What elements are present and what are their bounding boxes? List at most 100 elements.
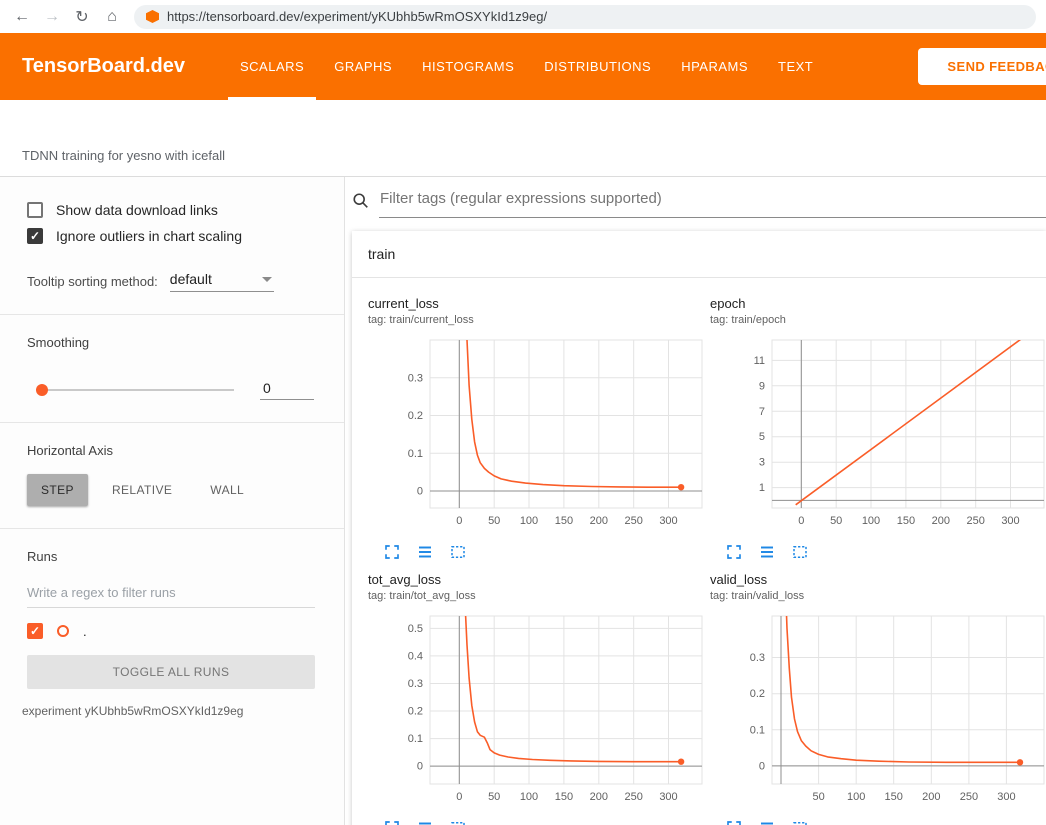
tag-filter-row	[352, 187, 1046, 219]
tooltip-sorting-label: Tooltip sorting method:	[27, 274, 158, 292]
divider	[0, 314, 344, 315]
forward-icon[interactable]: →	[40, 5, 64, 29]
tooltip-sorting-value: default	[170, 271, 212, 287]
tensorboard-favicon-icon	[146, 10, 159, 23]
chart-toolbar	[724, 818, 1046, 825]
svg-text:0: 0	[759, 760, 765, 772]
experiment-subheader: TDNN training for yesno with icefall	[0, 100, 1046, 177]
show-download-checkbox[interactable]	[27, 202, 43, 218]
url-bar[interactable]: https://tensorboard.dev/experiment/yKUbh…	[134, 5, 1036, 29]
section-title: train	[368, 246, 395, 262]
fit-domain-icon[interactable]	[448, 542, 468, 562]
svg-text:150: 150	[555, 515, 573, 527]
tab-hparams[interactable]: HPARAMS	[666, 33, 763, 100]
svg-text:200: 200	[590, 515, 608, 527]
axis-step-button[interactable]: STEP	[27, 474, 88, 506]
chart-title: valid_loss	[710, 572, 1046, 587]
fullscreen-icon[interactable]	[724, 818, 744, 825]
axis-wall-button[interactable]: WALL	[196, 474, 258, 506]
tag-filter-input[interactable]	[379, 188, 1046, 218]
chart-tag: tag: train/current_loss	[368, 314, 710, 326]
svg-text:150: 150	[885, 791, 903, 803]
svg-text:300: 300	[659, 791, 677, 803]
tab-graphs[interactable]: GRAPHS	[319, 33, 407, 100]
run-color-swatch-icon[interactable]	[57, 625, 69, 637]
tab-text[interactable]: TEXT	[763, 33, 828, 100]
divider	[0, 528, 344, 529]
chart-tag: tag: train/valid_loss	[710, 590, 1046, 602]
refresh-icon[interactable]: ↻	[70, 5, 94, 29]
horizontal-axis-label: Horizontal Axis	[27, 443, 344, 458]
tab-histograms[interactable]: HISTOGRAMS	[407, 33, 529, 100]
svg-text:0.3: 0.3	[750, 652, 765, 664]
smoothing-label: Smoothing	[27, 335, 344, 350]
svg-text:0: 0	[456, 515, 462, 527]
svg-text:11: 11	[754, 355, 765, 367]
svg-text:300: 300	[1001, 515, 1019, 527]
ignore-outliers-row: Ignore outliers in chart scaling	[0, 223, 344, 249]
svg-text:250: 250	[967, 515, 985, 527]
fullscreen-icon[interactable]	[724, 542, 744, 562]
app-header: TensorBoard.dev SCALARS GRAPHS HISTOGRAM…	[0, 33, 1046, 100]
data-table-icon[interactable]	[757, 818, 777, 825]
fit-domain-icon[interactable]	[790, 542, 810, 562]
data-table-icon[interactable]	[415, 542, 435, 562]
data-table-icon[interactable]	[757, 542, 777, 562]
smoothing-value-input[interactable]: 0	[260, 380, 314, 400]
svg-text:150: 150	[897, 515, 915, 527]
show-download-row: Show data download links	[0, 197, 344, 223]
divider	[0, 422, 344, 423]
smoothing-slider[interactable]	[38, 389, 234, 391]
experiment-title: TDNN training for yesno with icefall	[22, 148, 225, 163]
home-icon[interactable]: ⌂	[100, 5, 124, 29]
svg-text:0.5: 0.5	[408, 623, 423, 635]
tab-distributions[interactable]: DISTRIBUTIONS	[529, 33, 666, 100]
chevron-down-icon	[262, 277, 272, 282]
toggle-all-runs-button[interactable]: TOGGLE ALL RUNS	[27, 655, 315, 689]
ignore-outliers-checkbox[interactable]	[27, 228, 43, 244]
svg-text:0.3: 0.3	[408, 372, 423, 384]
fit-domain-icon[interactable]	[790, 818, 810, 825]
chart-title: tot_avg_loss	[368, 572, 710, 587]
svg-text:0.4: 0.4	[408, 650, 423, 662]
svg-text:150: 150	[555, 791, 573, 803]
chart-toolbar	[382, 818, 710, 825]
chart-plot[interactable]: 05010015020025030000.10.20.30.40.5	[368, 610, 708, 810]
tab-scalars[interactable]: SCALARS	[225, 33, 319, 100]
tooltip-sorting-row: Tooltip sorting method: default	[27, 271, 328, 292]
chart-tag: tag: train/tot_avg_loss	[368, 590, 710, 602]
brand-title: TensorBoard.dev	[22, 55, 185, 78]
send-feedback-button[interactable]: SEND FEEDBACK	[918, 48, 1046, 85]
fullscreen-icon[interactable]	[382, 542, 402, 562]
svg-text:200: 200	[932, 515, 950, 527]
show-download-label: Show data download links	[56, 202, 218, 218]
ignore-outliers-label: Ignore outliers in chart scaling	[56, 228, 242, 244]
run-checkbox[interactable]	[27, 623, 43, 639]
tooltip-sorting-dropdown[interactable]: default	[170, 271, 274, 292]
run-name: .	[83, 624, 87, 639]
horizontal-axis-buttons: STEP RELATIVE WALL	[27, 474, 344, 506]
chart-card-tot-avg-loss: tot_avg_loss tag: train/tot_avg_loss 050…	[368, 572, 710, 825]
axis-relative-button[interactable]: RELATIVE	[98, 474, 186, 506]
svg-text:300: 300	[997, 791, 1015, 803]
svg-text:0.2: 0.2	[408, 706, 423, 718]
slider-knob-icon[interactable]	[36, 384, 48, 396]
svg-text:0: 0	[417, 486, 423, 498]
chart-plot[interactable]: 0501001502002503001357911	[710, 334, 1046, 534]
search-icon	[352, 192, 370, 210]
section-header-train[interactable]: train	[352, 231, 1046, 278]
svg-text:1: 1	[759, 482, 765, 494]
chart-plot[interactable]: 5010015020025030000.10.20.3	[710, 610, 1046, 810]
chart-plot[interactable]: 05010015020025030000.10.20.3	[368, 334, 708, 534]
back-icon[interactable]: ←	[10, 5, 34, 29]
fullscreen-icon[interactable]	[382, 818, 402, 825]
svg-text:9: 9	[759, 380, 765, 392]
fit-domain-icon[interactable]	[448, 818, 468, 825]
svg-text:0.3: 0.3	[408, 678, 423, 690]
runs-filter-input[interactable]	[27, 580, 315, 608]
svg-text:250: 250	[625, 515, 643, 527]
svg-text:100: 100	[520, 791, 538, 803]
data-table-icon[interactable]	[415, 818, 435, 825]
browser-chrome: ← → ↻ ⌂ https://tensorboard.dev/experime…	[0, 0, 1046, 33]
run-list-item: .	[27, 623, 317, 639]
